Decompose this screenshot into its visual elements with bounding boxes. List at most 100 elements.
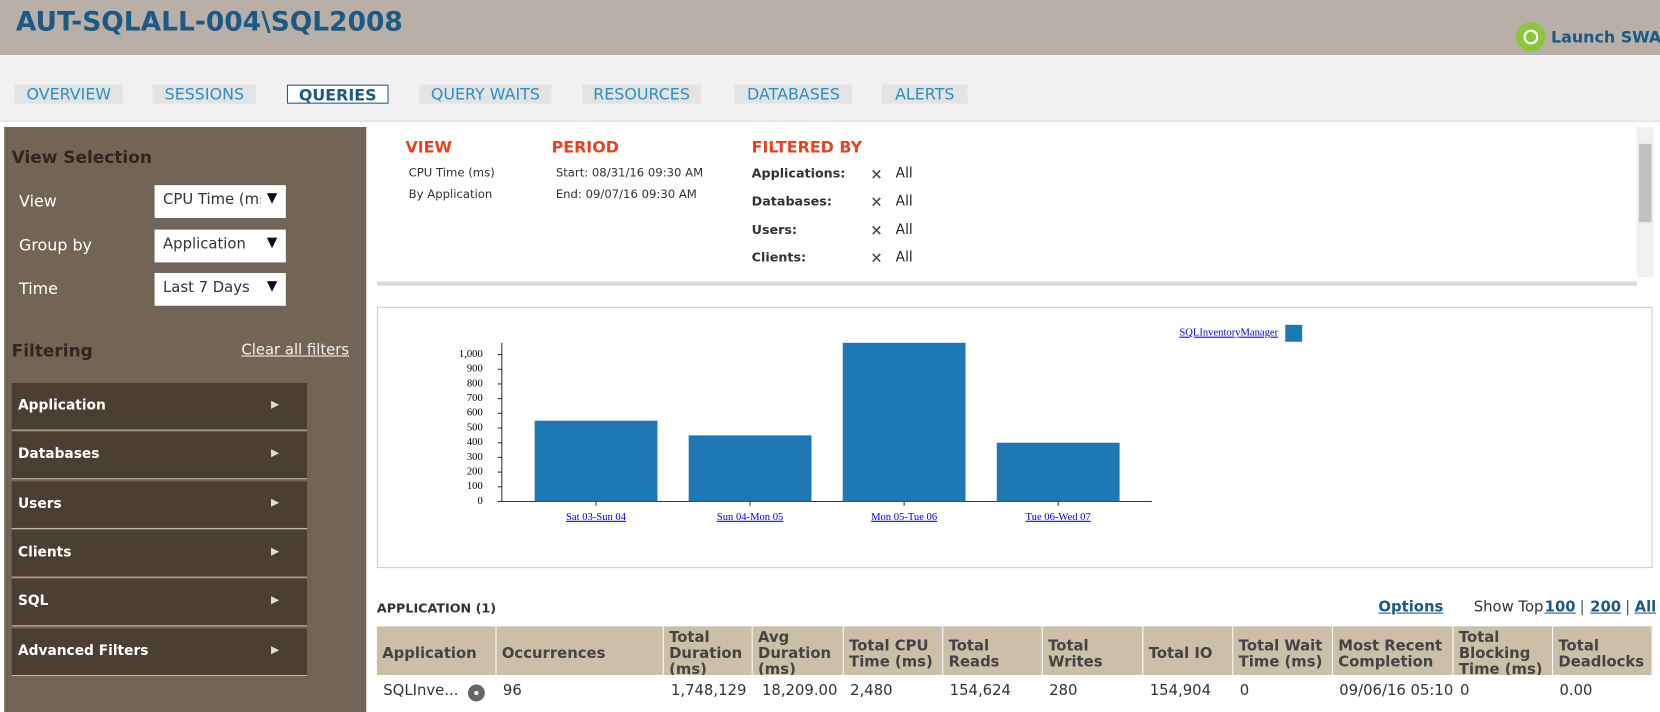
filter-label: Advanced Filters (17, 642, 149, 659)
column-header[interactable]: Application (376, 626, 497, 676)
column-header[interactable]: Occurrences (496, 626, 664, 676)
row-action-center (474, 690, 479, 696)
show-top-link[interactable]: All (1634, 598, 1657, 616)
header-text: Total Deadlocks (1558, 637, 1645, 671)
divider: | (1579, 598, 1585, 616)
section-title: View Selection (11, 147, 152, 168)
bar (688, 435, 812, 502)
summary-heading: FILTERED BY (751, 137, 863, 157)
dropdown-value: CPU Time (ms) (163, 191, 260, 209)
scroll-thumb[interactable] (1638, 143, 1652, 223)
column-header[interactable]: Total Reads (943, 626, 1043, 676)
clear-filters[interactable]: Clear all filters (241, 341, 350, 359)
nav-tab[interactable]: ALERTS (881, 84, 968, 104)
section-title: Filtering (11, 340, 93, 361)
x-tick-label[interactable]: Tue 06-Wed 07 (1026, 512, 1091, 523)
table-cell: 18,209.00 (761, 682, 838, 700)
table-cell: 09/06/16 05:10 PM (1339, 682, 1454, 700)
column-header[interactable]: Total CPU Time (ms) (843, 626, 944, 676)
header-text: Most Recent Completion (1338, 637, 1443, 671)
show-top-link[interactable]: 200 (1590, 598, 1622, 616)
table-cell: SQLInve... (383, 682, 459, 700)
filter-value: All (895, 166, 913, 182)
table-cell: 0 (1239, 682, 1250, 700)
expand-arrow: ▶ (271, 643, 280, 656)
filter-label: Clients (17, 544, 72, 561)
expand-arrow: ▶ (271, 447, 280, 460)
summary-line: By Application (408, 187, 493, 202)
column-header[interactable]: Total Duration (ms) (663, 626, 753, 676)
expand-arrow: ▶ (271, 594, 280, 607)
expand-arrow: ▶ (271, 398, 280, 411)
column-header[interactable]: Total IO (1143, 626, 1234, 676)
column-header[interactable]: Total Writes (1042, 626, 1144, 676)
show-top-link[interactable]: 100 (1544, 598, 1576, 616)
dropdown-value: Last 7 Days (163, 279, 250, 297)
options-link[interactable]: Options (1378, 598, 1444, 616)
nav-tab[interactable]: SESSIONS (152, 84, 257, 104)
column-header[interactable]: Total Deadlocks (1553, 626, 1653, 676)
summary-heading: VIEW (405, 137, 453, 157)
launch-link[interactable]: Launch SWA (1550, 27, 1660, 47)
dropdown[interactable]: CPU Time (ms) ▼ (154, 185, 286, 218)
filter-label: Users (17, 495, 62, 512)
header-bar (0, 0, 1660, 56)
dropdown[interactable]: Last 7 Days ▼ (154, 272, 286, 306)
row-action[interactable] (467, 684, 485, 702)
launch-icon[interactable] (1516, 22, 1546, 52)
filter-label: SQL (17, 593, 49, 610)
field-label: Group by (19, 235, 92, 255)
nav-tab[interactable]: RESOURCES (582, 84, 701, 104)
remove-filter[interactable]: × (870, 194, 883, 211)
header-text: Application (382, 645, 477, 663)
y-tick-label: 400 (467, 437, 483, 448)
chart: 0 100 200 300 400 500 600 700 800 900 1,000 Sat 03-… (459, 324, 1303, 523)
header-text: Total CPU Time (ms) (849, 637, 933, 671)
filter-item[interactable]: Databases ▶ (11, 431, 308, 480)
header-text: Total Blocking Time (ms) (1458, 629, 1543, 676)
summary-heading: PERIOD (551, 137, 619, 157)
filter-name: Users: (751, 221, 798, 237)
filter-item[interactable]: Users ▶ (11, 480, 308, 529)
filter-item[interactable]: Application ▶ (11, 382, 308, 431)
summary-line: CPU Time (ms) (408, 166, 495, 180)
y-tick-label: 200 (467, 467, 483, 478)
filter-item[interactable]: Advanced Filters ▶ (11, 627, 308, 676)
header-text: Occurrences (501, 645, 606, 663)
column-header[interactable]: Avg Duration (ms) (752, 626, 844, 676)
legend-label[interactable]: SQLInventoryManager (1179, 328, 1278, 339)
column-header[interactable]: Most Recent Completion (1332, 626, 1454, 676)
remove-filter[interactable]: × (870, 166, 883, 184)
filter-item[interactable]: Clients ▶ (11, 529, 308, 578)
field-label: Time (19, 279, 58, 299)
dropdown[interactable]: Application ▼ (154, 229, 286, 263)
dropdown-arrow: ▼ (266, 190, 278, 207)
table-cell: 0.00 (1559, 682, 1593, 700)
nav-tab[interactable]: QUERIES (286, 84, 389, 105)
filter-item[interactable]: SQL ▶ (11, 578, 308, 627)
column-header[interactable]: Total Wait Time (ms) (1233, 626, 1333, 676)
bar (534, 420, 658, 502)
y-tick-label: 700 (467, 393, 483, 404)
dropdown-arrow: ▼ (266, 278, 278, 295)
header-text: Total Reads (948, 637, 1000, 671)
x-tick-label[interactable]: Sat 03-Sun 04 (566, 512, 627, 523)
filter-name: Applications: (751, 166, 846, 181)
filter-value: All (895, 249, 913, 266)
column-header[interactable]: Total Blocking Time (ms) (1453, 626, 1554, 676)
header-text: Total Wait Time (ms) (1238, 637, 1323, 671)
field-label: View (19, 191, 57, 211)
summary-line: End: 09/07/16 09:30 AM (555, 187, 697, 202)
y-tick-label: 100 (467, 481, 483, 492)
nav-tab[interactable]: DATABASES (734, 84, 853, 104)
show-top-label: Show Top (1473, 598, 1544, 616)
filter-value: All (895, 194, 913, 210)
nav-tab[interactable]: OVERVIEW (14, 84, 123, 104)
x-tick-label[interactable]: Mon 05-Tue 06 (871, 512, 937, 523)
nav-tab[interactable]: QUERY WAITS (419, 84, 552, 104)
bar (996, 442, 1120, 502)
separator (376, 281, 1637, 286)
remove-filter[interactable]: × (870, 221, 883, 239)
remove-filter[interactable]: × (870, 249, 883, 267)
x-tick-label[interactable]: Sun 04-Mon 05 (717, 512, 783, 523)
